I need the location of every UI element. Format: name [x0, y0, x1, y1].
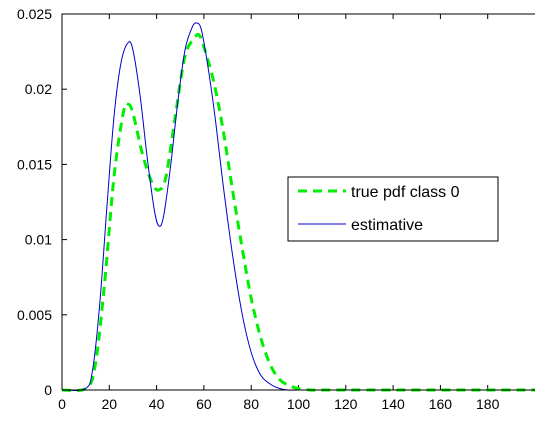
- axis-ticks: 0 20 40 60 80 100 120 140 160 180 0 0.005 0.01 0.015 0…: [17, 6, 500, 412]
- legend: true pdf class 0 estimative: [287, 176, 499, 242]
- y-tick-label: 0.015: [17, 156, 52, 172]
- plot-frame: [61, 13, 535, 391]
- legend-box: [287, 176, 499, 242]
- x-tick-label: 20: [102, 396, 118, 412]
- x-tick-label: 120: [334, 396, 358, 412]
- x-tick-label: 180: [476, 396, 500, 412]
- y-tick-label: 0.025: [17, 6, 52, 22]
- y-tick-label: 0.005: [17, 307, 52, 323]
- x-tick-label: 160: [429, 396, 453, 412]
- x-tick-label: 40: [149, 396, 165, 412]
- x-tick-label: 80: [243, 396, 259, 412]
- y-tick-label: 0.01: [25, 232, 52, 248]
- x-tick-label: 100: [287, 396, 311, 412]
- x-tick-label: 60: [196, 396, 212, 412]
- x-tick-label: 140: [381, 396, 405, 412]
- legend-label-true-pdf: true pdf class 0: [351, 184, 460, 201]
- y-tick-label: 0: [44, 382, 52, 398]
- x-tick-label: 0: [58, 396, 66, 412]
- y-tick-label: 0.02: [25, 81, 52, 97]
- legend-label-estimative: estimative: [351, 217, 423, 234]
